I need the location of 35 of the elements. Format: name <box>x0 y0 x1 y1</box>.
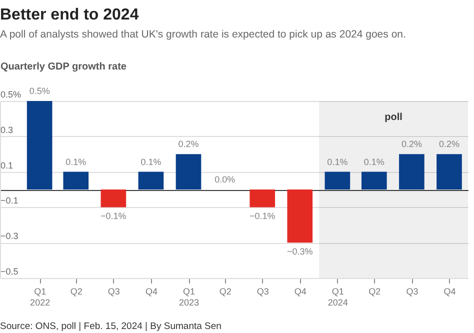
data-label: −0.3% <box>287 246 313 257</box>
data-label: 0.1% <box>364 156 384 167</box>
data-label: 0.1% <box>327 156 348 167</box>
x-tick-label: Q4 <box>294 286 306 296</box>
chart-title: Better end to 2024 <box>0 6 139 24</box>
data-label: 0.1% <box>66 156 86 167</box>
band-label: poll <box>384 112 403 123</box>
x-tick-label: Q2 <box>70 286 82 296</box>
x-tick-label: Q4 <box>444 286 456 296</box>
y-tick-label: 0.5% <box>0 90 22 100</box>
data-label: 0.0% <box>214 174 236 184</box>
y-tick-label: −0.5 <box>0 266 18 276</box>
x-tick-label: Q3 <box>256 286 269 296</box>
data-label: 0.2% <box>438 139 460 150</box>
y-tick-label: −0.1 <box>0 196 18 206</box>
y-tick-label: 0.3 <box>0 124 14 135</box>
x-tick-label: Q4 <box>145 286 158 296</box>
data-label: −0.1% <box>249 211 276 222</box>
data-label: 0.2% <box>178 139 199 150</box>
data-label: 0.2% <box>401 139 422 150</box>
data-label: 0.1% <box>140 156 162 167</box>
y-tick-label: 0.1 <box>0 160 14 170</box>
source-note: Source: ONS, poll | Feb. 15, 2024 | By Sumanta Sen <box>0 321 222 332</box>
x-tick-label: Q2 <box>219 286 232 296</box>
y-tick-label: −0.3 <box>0 231 18 242</box>
data-label: −0.1% <box>100 211 126 222</box>
x-tick-label: Q1 2023 <box>178 286 200 308</box>
x-tick-label: Q3 <box>406 286 418 296</box>
x-tick-label: Q1 2022 <box>30 286 50 308</box>
data-label: 0.5% <box>29 86 50 96</box>
x-tick-label: Q2 <box>368 286 381 296</box>
y-axis-title: Quarterly GDP growth rate <box>0 62 127 72</box>
chart-subtitle: A poll of analysts showed that UK's growth rate is expected to pick up as 2024 goes on. <box>0 28 406 40</box>
x-tick-label: Q1 2024 <box>328 286 348 308</box>
x-tick-label: Q3 <box>108 286 120 296</box>
